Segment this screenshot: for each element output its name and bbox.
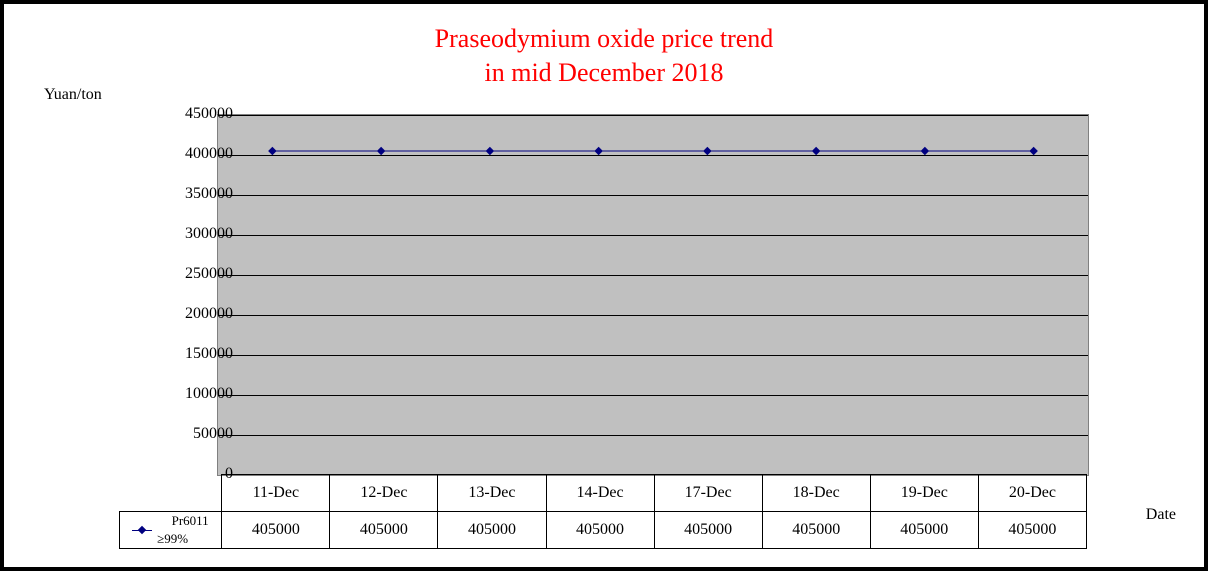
category-cell: 14-Dec [546, 475, 654, 512]
category-cell: 20-Dec [978, 475, 1086, 512]
category-cell: 12-Dec [330, 475, 438, 512]
category-row: 11-Dec 12-Dec 13-Dec 14-Dec 17-Dec 18-De… [120, 475, 1087, 512]
y-tick: 200000 [137, 305, 233, 323]
y-tick: 300000 [137, 225, 233, 243]
value-cell: 405000 [654, 512, 762, 549]
chart-title: Praseodymium oxide price trend in mid De… [4, 4, 1204, 90]
value-cell: 405000 [222, 512, 330, 549]
legend-cell: Pr6011 ≥99% [120, 512, 222, 549]
data-table: 11-Dec 12-Dec 13-Dec 14-Dec 17-Dec 18-De… [119, 474, 1087, 549]
series-name: Pr6011 ≥99% [157, 513, 209, 546]
data-line [218, 115, 1088, 475]
value-cell: 405000 [546, 512, 654, 549]
legend-diamond-icon [138, 526, 146, 534]
chart-frame: Praseodymium oxide price trend in mid De… [0, 0, 1208, 571]
category-cell: 11-Dec [222, 475, 330, 512]
value-cell: 405000 [870, 512, 978, 549]
chart-container: 450000 400000 350000 300000 250000 20000… [119, 114, 1109, 554]
y-tick: 400000 [137, 145, 233, 163]
category-cell: 13-Dec [438, 475, 546, 512]
value-cell: 405000 [978, 512, 1086, 549]
y-tick: 150000 [137, 345, 233, 363]
category-cell: 18-Dec [762, 475, 870, 512]
value-cell: 405000 [330, 512, 438, 549]
value-cell: 405000 [762, 512, 870, 549]
x-axis-label: Date [1146, 506, 1176, 524]
title-line-1: Praseodymium oxide price trend [435, 24, 774, 53]
value-cell: 405000 [438, 512, 546, 549]
y-tick: 450000 [137, 105, 233, 123]
table-corner [120, 475, 222, 512]
plot-area [217, 114, 1089, 476]
y-tick: 100000 [137, 385, 233, 403]
category-cell: 19-Dec [870, 475, 978, 512]
y-tick: 250000 [137, 265, 233, 283]
y-tick: 50000 [137, 425, 233, 443]
y-axis-label: Yuan/ton [44, 86, 102, 104]
value-row: Pr6011 ≥99% 405000 405000 405000 405000 … [120, 512, 1087, 549]
y-tick: 350000 [137, 185, 233, 203]
category-cell: 17-Dec [654, 475, 762, 512]
title-line-2: in mid December 2018 [485, 58, 724, 87]
